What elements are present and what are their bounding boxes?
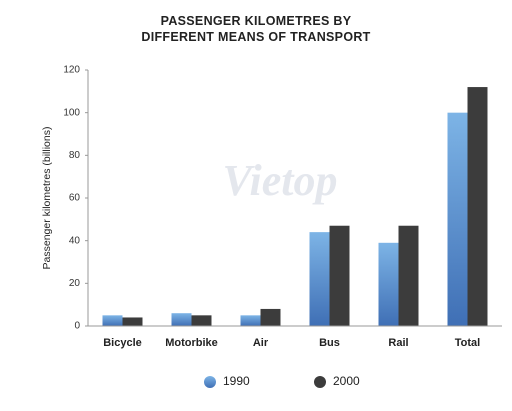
legend-marker bbox=[204, 376, 216, 388]
bar bbox=[102, 315, 123, 326]
x-tick-label: Total bbox=[455, 337, 480, 349]
y-tick-label: 120 bbox=[63, 65, 80, 76]
legend-label: 1990 bbox=[223, 374, 250, 388]
bar bbox=[447, 112, 468, 327]
y-tick-label: 0 bbox=[74, 321, 80, 332]
bar bbox=[378, 242, 399, 326]
legend-label: 2000 bbox=[333, 374, 360, 388]
bar bbox=[329, 225, 350, 326]
y-tick-label: 80 bbox=[69, 150, 81, 161]
x-tick-label: Air bbox=[253, 337, 269, 349]
bar bbox=[309, 232, 330, 326]
bar bbox=[191, 315, 212, 326]
bar bbox=[122, 317, 143, 326]
bar bbox=[260, 308, 281, 326]
y-tick-label: 40 bbox=[69, 235, 81, 246]
bar bbox=[171, 313, 192, 326]
x-tick-label: Bicycle bbox=[103, 337, 142, 349]
y-tick-label: 60 bbox=[69, 193, 81, 204]
bar bbox=[240, 315, 261, 326]
legend-marker bbox=[314, 376, 326, 388]
x-tick-label: Bus bbox=[319, 337, 340, 349]
y-tick-label: 20 bbox=[69, 278, 81, 289]
y-tick-label: 100 bbox=[63, 107, 80, 118]
chart-title: PASSENGER KILOMETRES BY DIFFERENT MEANS … bbox=[141, 14, 371, 44]
x-tick-label: Motorbike bbox=[165, 337, 218, 349]
bar bbox=[398, 225, 419, 326]
bar bbox=[467, 87, 488, 326]
x-tick-label: Rail bbox=[388, 337, 408, 349]
y-axis-label: Passenger kilometres (billions) bbox=[41, 127, 53, 270]
watermark: Vietop bbox=[223, 156, 338, 205]
